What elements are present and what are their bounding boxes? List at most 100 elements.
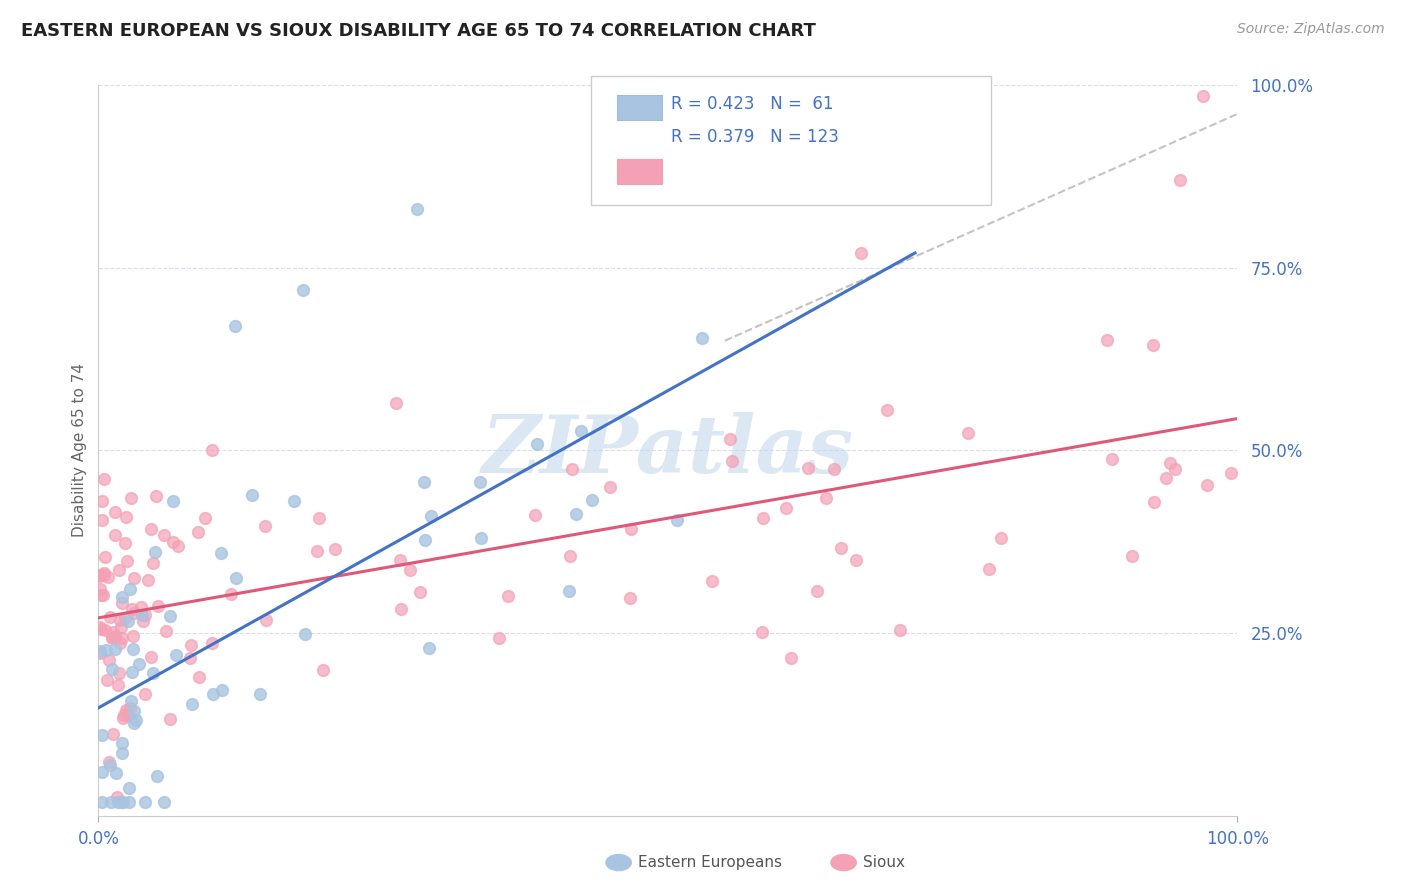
Point (89, 568, 111, 582)
Text: EASTERN EUROPEAN VS SIOUX DISABILITY AGE 65 TO 74 CORRELATION CHART: EASTERN EUROPEAN VS SIOUX DISABILITY AGE… (21, 22, 815, 40)
Point (111, 631, 134, 645)
Point (526, 437, 548, 451)
Point (720, 454, 742, 468)
Point (159, 608, 181, 623)
Point (409, 585, 432, 599)
Point (134, 795, 156, 809)
Point (496, 589, 519, 603)
Point (312, 663, 335, 677)
Point (145, 769, 167, 783)
Point (90, 622, 112, 636)
Point (114, 611, 136, 625)
Text: Source: ZipAtlas.com: Source: ZipAtlas.com (1237, 22, 1385, 37)
Point (121, 601, 143, 615)
Point (94, 549, 117, 564)
Point (122, 642, 145, 657)
Point (121, 629, 143, 643)
Point (470, 475, 492, 489)
Point (104, 505, 127, 519)
Point (89, 644, 111, 658)
Point (115, 554, 138, 568)
Point (224, 319, 246, 334)
Point (107, 678, 129, 692)
Point (111, 747, 134, 761)
Point (152, 528, 174, 542)
Point (129, 600, 152, 615)
Point (104, 766, 127, 780)
Point (89, 582, 111, 597)
Point (413, 475, 436, 490)
Point (194, 510, 217, 524)
Point (104, 528, 127, 542)
Point (108, 613, 131, 627)
Point (876, 403, 898, 417)
Point (94, 624, 117, 638)
Point (283, 494, 305, 508)
Point (139, 650, 162, 665)
Point (122, 716, 145, 731)
Point (166, 540, 188, 554)
Point (101, 662, 124, 676)
Point (108, 636, 131, 650)
Point (187, 525, 209, 540)
Point (114, 535, 136, 549)
Point (225, 571, 247, 585)
Point (118, 582, 141, 597)
Point (120, 491, 142, 506)
Point (122, 606, 145, 620)
Point (118, 795, 141, 809)
Point (254, 613, 277, 627)
Point (889, 623, 911, 637)
Point (201, 442, 224, 457)
Point (162, 535, 184, 549)
Point (132, 615, 155, 629)
Point (97, 570, 120, 584)
Text: Sioux: Sioux (863, 855, 905, 870)
Point (118, 781, 141, 796)
Point (977, 562, 1000, 576)
Point (702, 574, 724, 589)
Point (91, 494, 114, 508)
Point (118, 701, 141, 715)
Point (211, 682, 233, 697)
Point (569, 425, 592, 439)
Point (89, 620, 111, 634)
Point (98, 609, 121, 624)
Point (104, 641, 127, 656)
Point (100, 795, 122, 809)
Point (389, 601, 412, 615)
Point (620, 522, 643, 536)
Point (96, 673, 118, 687)
Point (105, 789, 128, 804)
Point (815, 491, 838, 505)
Point (145, 489, 167, 503)
Point (180, 698, 202, 712)
Point (112, 711, 135, 725)
Point (125, 714, 148, 728)
Point (1156, 471, 1178, 485)
Point (108, 563, 131, 577)
Point (201, 636, 224, 650)
Point (91, 764, 114, 779)
Point (94, 642, 117, 657)
Point (561, 462, 583, 476)
Point (142, 556, 165, 570)
Point (93, 566, 115, 580)
Point (111, 736, 134, 750)
Point (796, 461, 818, 475)
Point (111, 596, 134, 610)
Point (117, 614, 139, 628)
Point (180, 638, 202, 652)
Point (100, 631, 122, 645)
Point (121, 665, 143, 679)
Point (91, 513, 114, 527)
Point (104, 629, 127, 643)
Point (136, 573, 159, 587)
Point (406, 202, 429, 216)
Point (134, 687, 156, 701)
Point (111, 590, 134, 604)
Point (775, 500, 797, 515)
Point (139, 522, 162, 536)
Point (107, 795, 129, 809)
Point (388, 553, 411, 567)
